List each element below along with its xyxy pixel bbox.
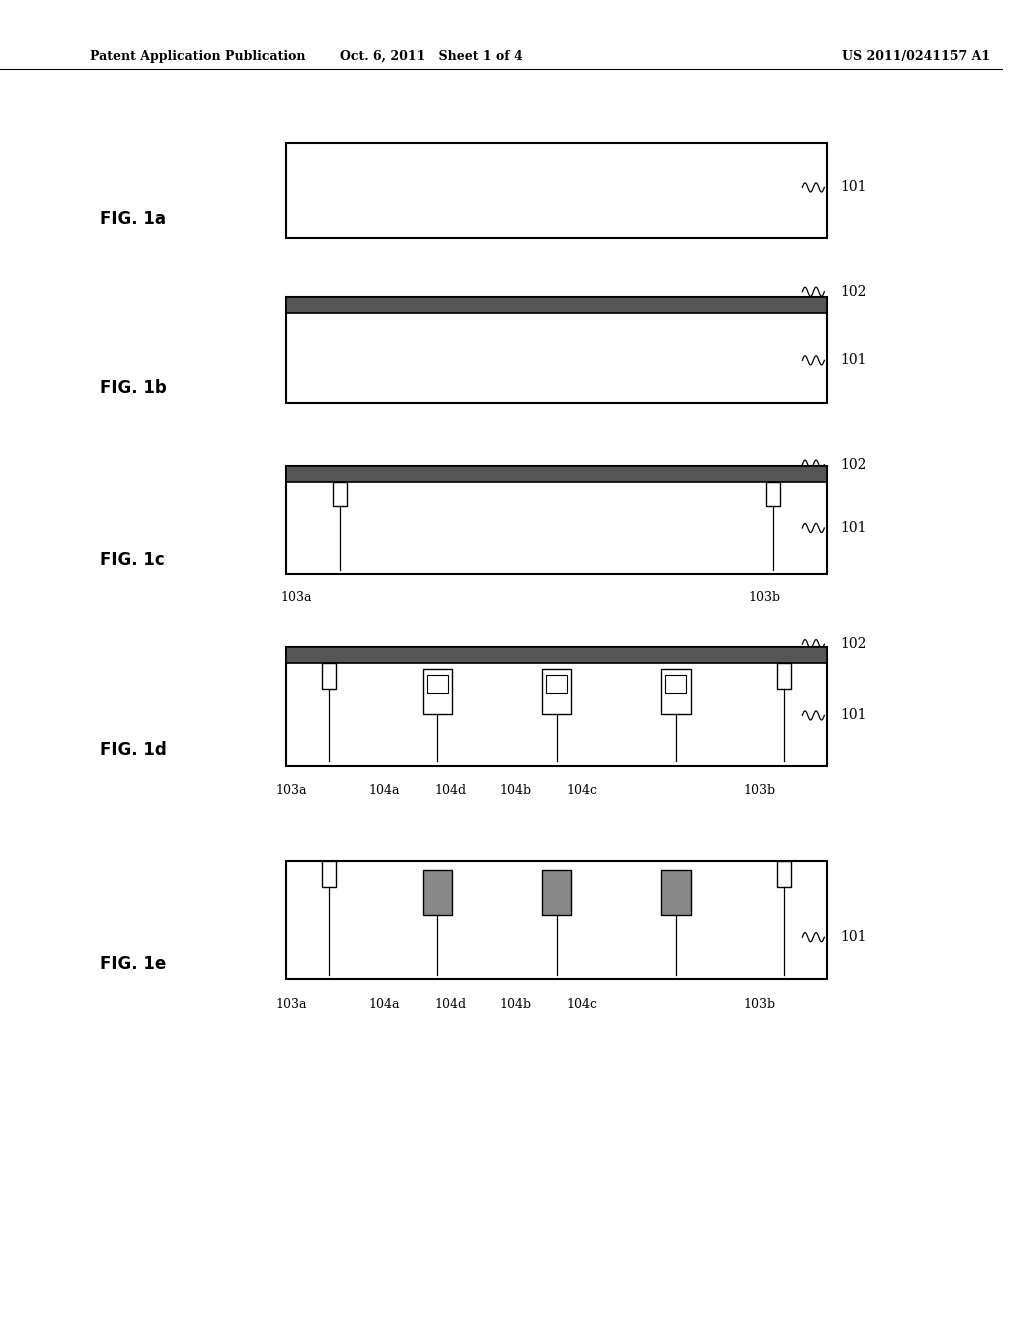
Text: 103b: 103b: [743, 784, 775, 797]
Bar: [423, 668, 453, 714]
Bar: [323, 861, 336, 887]
Bar: [286, 297, 827, 313]
Text: 104c: 104c: [566, 998, 597, 1011]
Text: 102: 102: [841, 458, 866, 471]
Text: 102: 102: [841, 285, 866, 298]
Text: Oct. 6, 2011   Sheet 1 of 4: Oct. 6, 2011 Sheet 1 of 4: [340, 50, 522, 63]
Bar: [286, 297, 827, 403]
Bar: [286, 143, 827, 238]
Text: 101: 101: [841, 354, 867, 367]
Bar: [542, 870, 571, 915]
Text: 103b: 103b: [749, 591, 780, 605]
Bar: [286, 647, 827, 663]
Bar: [286, 466, 827, 482]
Text: 104d: 104d: [434, 784, 466, 797]
Text: 104a: 104a: [369, 784, 399, 797]
Bar: [666, 676, 686, 693]
Bar: [660, 870, 690, 915]
Text: FIG. 1c: FIG. 1c: [100, 550, 165, 569]
Bar: [766, 482, 780, 506]
Bar: [427, 676, 447, 693]
Text: 101: 101: [841, 709, 867, 722]
Text: 104b: 104b: [500, 998, 531, 1011]
Text: FIG. 1d: FIG. 1d: [100, 741, 167, 759]
Bar: [777, 663, 791, 689]
Bar: [286, 861, 827, 979]
Text: 101: 101: [841, 931, 867, 944]
Text: 104d: 104d: [434, 998, 466, 1011]
Bar: [286, 647, 827, 766]
Bar: [660, 668, 690, 714]
Text: Patent Application Publication: Patent Application Publication: [90, 50, 306, 63]
Text: 101: 101: [841, 521, 867, 535]
Bar: [546, 676, 567, 693]
Bar: [286, 466, 827, 574]
Text: FIG. 1a: FIG. 1a: [100, 210, 166, 228]
Text: 101: 101: [841, 181, 867, 194]
Text: 104b: 104b: [500, 784, 531, 797]
Text: 103b: 103b: [743, 998, 775, 1011]
Bar: [542, 668, 571, 714]
Text: FIG. 1e: FIG. 1e: [100, 954, 167, 973]
Text: 103a: 103a: [275, 998, 306, 1011]
Text: 104c: 104c: [566, 784, 597, 797]
Text: US 2011/0241157 A1: US 2011/0241157 A1: [843, 50, 990, 63]
Text: 104a: 104a: [369, 998, 399, 1011]
Text: FIG. 1b: FIG. 1b: [100, 379, 167, 397]
Text: 103a: 103a: [275, 784, 306, 797]
Text: 103a: 103a: [281, 591, 311, 605]
Bar: [777, 861, 791, 887]
Text: 102: 102: [841, 638, 866, 651]
Bar: [323, 663, 336, 689]
Bar: [423, 870, 453, 915]
Bar: [333, 482, 347, 506]
